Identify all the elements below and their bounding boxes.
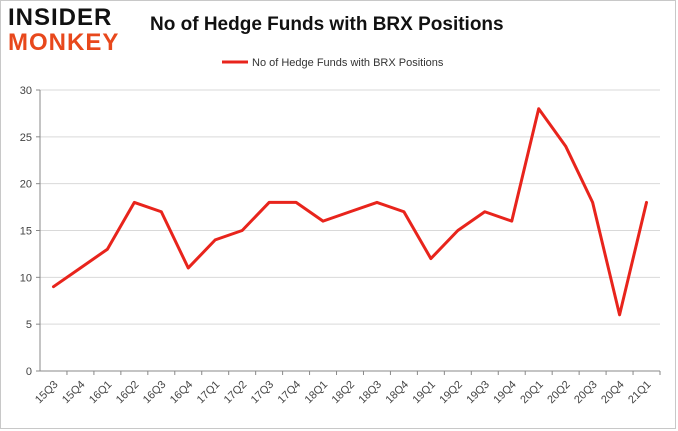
data-point	[240, 229, 244, 232]
data-point	[79, 266, 82, 270]
grid-layer	[40, 89, 660, 325]
data-point	[402, 210, 406, 213]
data-point	[321, 219, 325, 223]
x-tick-label: 15Q4	[60, 379, 88, 407]
data-point	[160, 210, 163, 213]
x-tick-label: 16Q3	[141, 379, 169, 407]
x-tick-label: 19Q3	[464, 379, 492, 407]
data-point	[537, 107, 540, 110]
x-tick-label: 19Q2	[437, 379, 465, 407]
chart-title: No of Hedge Funds with BRX Positions	[150, 14, 504, 35]
x-tick-label: 18Q3	[357, 379, 385, 407]
data-point	[214, 238, 217, 242]
x-tick-label: 21Q1	[626, 379, 654, 407]
y-tick-label: 15	[20, 226, 32, 238]
y-tick-label: 30	[20, 85, 32, 97]
data-point	[483, 210, 486, 213]
logo-text-bottom: MONKEY	[8, 29, 120, 56]
data-point	[294, 201, 298, 204]
x-tick-label: 17Q3	[249, 379, 277, 407]
y-tick-labels: 0 5 10 15 20 25 30	[20, 85, 32, 378]
insider-monkey-logo: INSIDER MONKEY	[8, 6, 128, 55]
series-layer	[51, 107, 649, 317]
axis-layer	[36, 89, 661, 375]
y-tick-label: 10	[20, 272, 32, 284]
data-point	[645, 201, 648, 204]
data-point	[133, 201, 136, 204]
y-tick-label: 0	[26, 366, 32, 378]
x-tick-label: 17Q1	[195, 379, 223, 407]
data-point	[510, 219, 513, 223]
y-tick-label: 20	[20, 179, 32, 191]
x-tick-label: 16Q2	[114, 379, 142, 407]
legend-label: No of Hedge Funds with BRX Positions	[252, 57, 444, 69]
x-tick-label: 20Q2	[545, 379, 573, 407]
data-point	[429, 257, 433, 260]
x-tick-label: 20Q1	[518, 379, 546, 407]
x-tick-label: 20Q4	[599, 379, 627, 407]
logo-text-top: INSIDER	[8, 4, 113, 31]
y-tick-label: 5	[26, 319, 32, 331]
data-point	[267, 201, 271, 204]
x-tick-label: 19Q1	[410, 379, 438, 407]
legend: No of Hedge Funds with BRX Positions	[222, 57, 444, 69]
x-tick-label: 16Q4	[168, 379, 196, 407]
y-tick-label: 25	[20, 132, 32, 144]
x-tick-label: 15Q3	[33, 379, 61, 407]
data-point	[564, 145, 567, 148]
data-point	[348, 210, 352, 213]
x-tick-labels: 15Q3 15Q4 16Q1 16Q2 16Q3 16Q4 17Q1 17Q2 17Q3 17Q4…	[33, 379, 654, 407]
x-tick-label: 18Q4	[384, 379, 412, 407]
x-tick-label: 17Q4	[276, 379, 304, 407]
data-point	[375, 201, 379, 204]
data-point	[187, 266, 190, 270]
x-tick-label: 16Q1	[87, 379, 115, 407]
data-point	[618, 313, 621, 316]
data-point	[106, 248, 109, 251]
data-point	[591, 201, 594, 204]
data-point	[52, 285, 55, 288]
data-point	[456, 229, 460, 232]
x-tick-label: 17Q2	[222, 379, 250, 407]
x-tick-label: 18Q2	[330, 379, 358, 407]
x-tick-label: 19Q4	[491, 379, 519, 407]
x-tick-label: 20Q3	[572, 379, 600, 407]
x-tick-label: 18Q1	[303, 379, 331, 407]
